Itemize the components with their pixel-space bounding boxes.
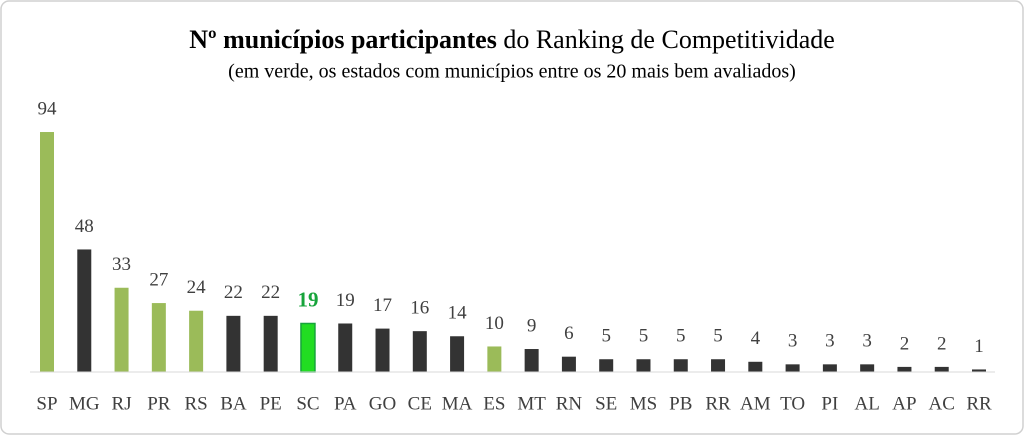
x-tick-label: PB — [669, 393, 692, 414]
x-tick-label: MG — [69, 393, 100, 414]
x-tick-label: RR — [705, 393, 731, 414]
data-label: 19 — [297, 287, 318, 311]
data-label: 19 — [336, 290, 355, 311]
x-tick-label: TO — [780, 393, 805, 414]
bar — [822, 364, 837, 372]
bar — [263, 315, 278, 372]
bar — [77, 249, 92, 372]
x-tick-label: BA — [220, 393, 247, 414]
data-label: 22 — [224, 282, 243, 303]
data-label: 22 — [261, 282, 280, 303]
x-tick-label: SP — [36, 393, 57, 414]
title-bold: Nº municípios participantes — [189, 25, 497, 54]
bar — [711, 359, 726, 372]
x-tick-label: MA — [442, 393, 473, 414]
bar — [897, 366, 912, 372]
data-label: 5 — [639, 326, 649, 347]
x-tick-label: RS — [184, 393, 207, 414]
bar — [785, 364, 800, 372]
chart-title: Nº municípios participantes do Ranking d… — [189, 25, 835, 54]
bar — [375, 328, 390, 372]
chart-subtitle: (em verde, os estados com municípios ent… — [228, 61, 796, 83]
x-tick-label: AM — [740, 393, 771, 414]
bar — [450, 336, 465, 372]
data-label: 5 — [601, 326, 611, 347]
x-tick-label: PE — [260, 393, 282, 414]
data-label: 6 — [564, 323, 574, 344]
x-tick-label: RN — [556, 393, 583, 414]
data-label: 5 — [713, 326, 723, 347]
bar — [189, 310, 204, 372]
x-tick-label: AL — [854, 393, 879, 414]
x-tick-label: ES — [483, 393, 505, 414]
bar — [40, 132, 54, 372]
data-label: 48 — [75, 216, 94, 237]
bar — [151, 303, 166, 372]
data-label: 14 — [448, 303, 468, 324]
data-label: 2 — [900, 333, 910, 354]
bar — [599, 359, 614, 372]
bar — [226, 315, 241, 372]
data-label: 94 — [38, 98, 58, 119]
data-label: 3 — [788, 331, 798, 352]
x-tick-label: MS — [630, 393, 657, 414]
bar — [972, 369, 986, 372]
bar — [524, 349, 539, 372]
bar — [561, 356, 576, 372]
data-label: 1 — [974, 336, 984, 357]
bar — [487, 346, 502, 372]
x-tick-label: PR — [147, 393, 171, 414]
x-tick-label: RJ — [112, 393, 132, 414]
bar — [636, 359, 651, 372]
data-label: 10 — [485, 313, 504, 334]
data-label: 4 — [751, 328, 761, 349]
data-label: 5 — [676, 326, 686, 347]
data-label: 9 — [527, 315, 537, 336]
data-label: 33 — [112, 254, 131, 275]
bar — [748, 361, 763, 372]
x-tick-label: MT — [517, 393, 546, 414]
x-tick-label: AC — [929, 393, 955, 414]
x-tick-label: SE — [595, 393, 617, 414]
bar — [300, 322, 316, 373]
x-tick-label: RR — [966, 393, 992, 414]
bar — [860, 364, 875, 372]
x-tick-label: PA — [334, 393, 357, 414]
title-regular: do Ranking de Competitividade — [503, 25, 834, 54]
data-label: 3 — [825, 331, 835, 352]
data-label: 16 — [410, 298, 429, 319]
x-tick-label: SC — [296, 393, 319, 414]
x-tick-label: AP — [892, 393, 916, 414]
data-label: 27 — [149, 269, 168, 290]
data-label: 3 — [862, 331, 872, 352]
bar — [673, 359, 688, 372]
data-label: 17 — [373, 295, 392, 316]
data-label: 24 — [187, 277, 207, 298]
bar — [114, 287, 129, 372]
x-tick-label: CE — [408, 393, 432, 414]
bar — [412, 331, 427, 372]
x-tick-label: PI — [821, 393, 838, 414]
data-label: 2 — [937, 333, 947, 354]
bar — [934, 366, 949, 372]
x-tick-label: GO — [369, 393, 396, 414]
bar — [338, 323, 353, 372]
